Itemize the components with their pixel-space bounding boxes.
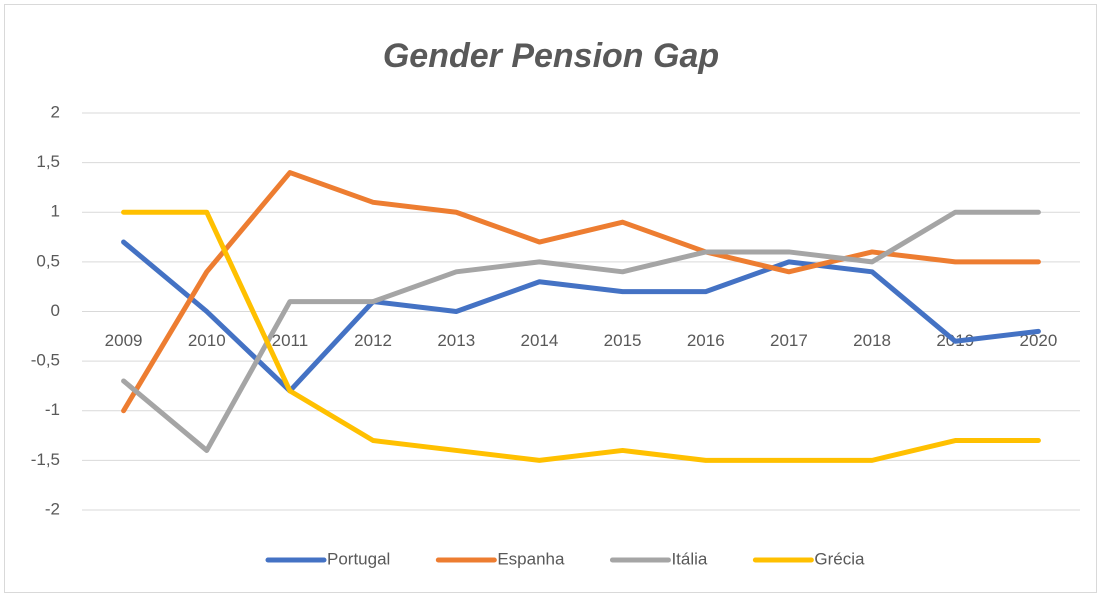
y-tick-label: 2 <box>51 102 60 121</box>
y-tick-label: 1 <box>51 202 60 221</box>
line-series <box>121 239 1041 394</box>
line-series <box>121 209 1041 463</box>
chart-border <box>4 4 1097 593</box>
x-tick-label: 2018 <box>853 331 891 350</box>
x-tick-label: 2015 <box>604 331 642 350</box>
y-tick-label: 0 <box>51 301 60 320</box>
x-tick-label: 2016 <box>687 331 725 350</box>
x-tick-label: 2009 <box>105 331 143 350</box>
x-tick-label: 2013 <box>437 331 475 350</box>
line-series <box>121 209 1041 453</box>
x-tick-label: 2012 <box>354 331 392 350</box>
legend-label: Grécia <box>814 549 865 568</box>
legend-label: Portugal <box>327 549 390 568</box>
y-tick-label: -2 <box>45 499 60 518</box>
x-tick-label: 2010 <box>188 331 226 350</box>
x-tick-label: 2017 <box>770 331 808 350</box>
y-tick-label: -1 <box>45 400 60 419</box>
x-tick-label: 2014 <box>521 331 559 350</box>
y-tick-label: 1,5 <box>36 152 60 171</box>
legend-label: Itália <box>671 549 707 568</box>
y-tick-label: -0,5 <box>31 351 60 370</box>
y-tick-label: -1,5 <box>31 450 60 469</box>
x-tick-label: 2020 <box>1020 331 1058 350</box>
legend-label: Espanha <box>497 549 565 568</box>
chart-title: Gender Pension Gap <box>383 37 719 75</box>
x-tick-label: 2011 <box>272 331 309 350</box>
y-tick-label: 0,5 <box>36 251 60 270</box>
